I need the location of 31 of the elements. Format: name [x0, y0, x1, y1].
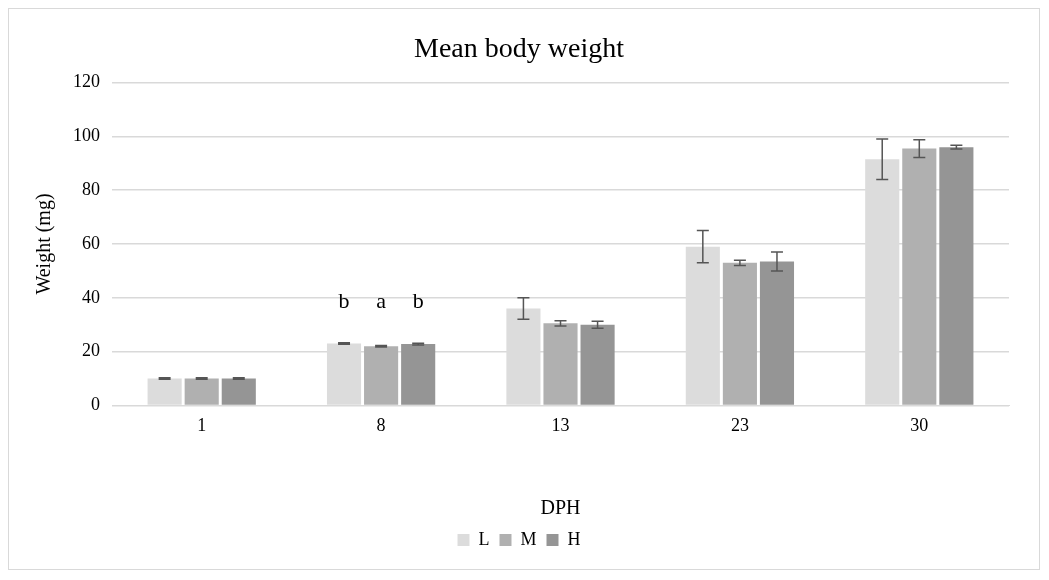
bar — [184, 378, 219, 405]
x-tick-label: 8 — [376, 414, 386, 435]
legend-label: M — [520, 528, 537, 549]
y-tick-label: 40 — [82, 286, 100, 307]
bar — [221, 378, 256, 405]
y-tick-label: 120 — [73, 71, 100, 92]
bar — [902, 148, 937, 405]
legend-label: L — [478, 528, 490, 549]
annotation: b — [338, 288, 350, 314]
y-tick-label: 20 — [82, 340, 100, 361]
x-tick-label: 13 — [551, 414, 570, 435]
bar — [543, 323, 578, 405]
bar — [939, 147, 974, 405]
legend-label: H — [567, 528, 581, 549]
x-axis-title: DPH — [540, 496, 581, 519]
x-tick-label: 1 — [197, 414, 207, 435]
y-axis-title: Weight (mg) — [32, 193, 56, 295]
bar — [759, 261, 795, 405]
chart-title: Mean body weight — [414, 32, 625, 64]
annotation: a — [376, 288, 387, 314]
bar — [722, 262, 757, 405]
annotation: b — [412, 288, 424, 314]
y-tick-label: 60 — [82, 232, 100, 253]
bar — [364, 346, 399, 405]
bar — [401, 344, 436, 405]
bar — [580, 324, 615, 405]
x-tick-label: 23 — [730, 414, 749, 435]
y-tick-label: 0 — [91, 394, 100, 415]
y-tick-label: 100 — [73, 125, 100, 146]
x-tick-label: 30 — [910, 414, 929, 435]
y-tick-label: 80 — [82, 178, 100, 199]
